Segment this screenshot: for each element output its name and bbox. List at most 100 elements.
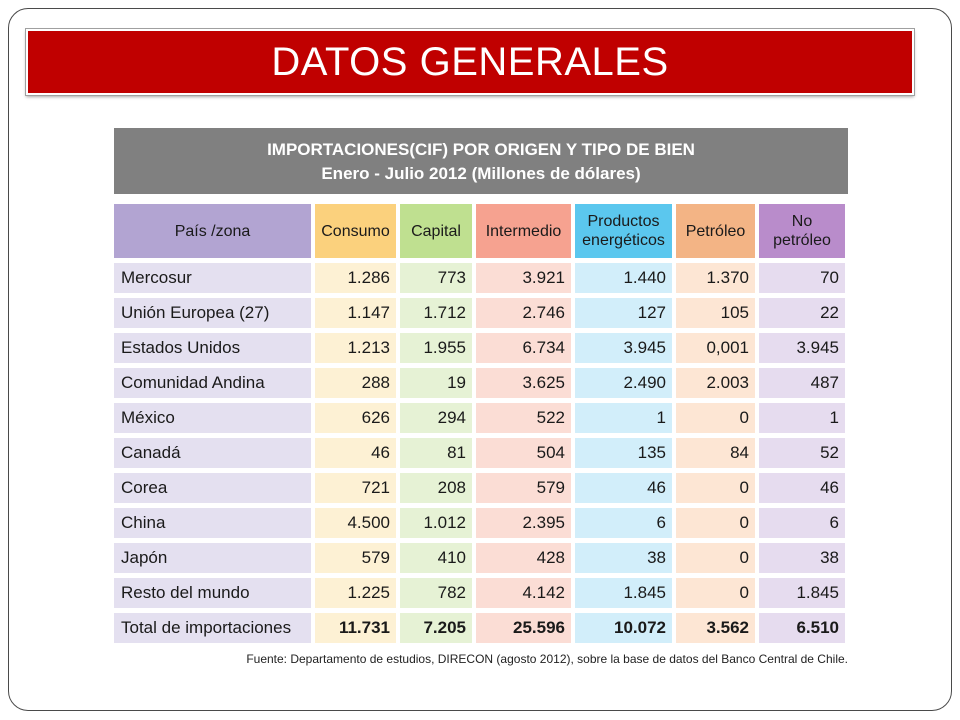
- table-cell: 81: [400, 438, 472, 468]
- table-cell: 0: [676, 508, 755, 538]
- table-cell: 135: [575, 438, 672, 468]
- table-cell: 1.712: [400, 298, 472, 328]
- table-title-line2: Enero - Julio 2012 (Millones de dólares): [321, 164, 641, 183]
- header-intermedio: Intermedio: [476, 204, 571, 258]
- table-body: Mercosur 1.286 773 3.921 1.440 1.370 70 Unión E…: [114, 263, 845, 643]
- header-label: Capital: [411, 222, 461, 240]
- table-row: Comunidad Andina 288 19 3.625 2.490 2.003 487: [114, 368, 845, 398]
- table-row: China 4.500 1.012 2.395 6 0 6: [114, 508, 845, 538]
- table-cell: 6.734: [476, 333, 571, 363]
- table-cell: 288: [315, 368, 396, 398]
- table-cell: 208: [400, 473, 472, 503]
- header-no-petroleo: No petróleo: [759, 204, 845, 258]
- table-cell: 7.205: [400, 613, 472, 643]
- table-cell: 46: [315, 438, 396, 468]
- table-cell: 3.945: [759, 333, 845, 363]
- row-label: Mercosur: [114, 263, 311, 293]
- table-cell: 3.562: [676, 613, 755, 643]
- table-cell: 19: [400, 368, 472, 398]
- row-label: Total de importaciones: [114, 613, 311, 643]
- table-header-row: País /zona Consumo Capital Intermedio Produc…: [114, 204, 845, 258]
- table-cell: 2.746: [476, 298, 571, 328]
- table-cell: 294: [400, 403, 472, 433]
- table-cell: 0: [676, 543, 755, 573]
- header-pais: País /zona: [114, 204, 311, 258]
- row-label: Resto del mundo: [114, 578, 311, 608]
- table-cell: 1.845: [759, 578, 845, 608]
- table-cell: 11.731: [315, 613, 396, 643]
- table-cell: 487: [759, 368, 845, 398]
- table-cell: 2.490: [575, 368, 672, 398]
- header-capital: Capital: [400, 204, 472, 258]
- table-title-line1: IMPORTACIONES(CIF) POR ORIGEN Y TIPO DE …: [267, 140, 695, 159]
- table-cell: 38: [575, 543, 672, 573]
- table-cell: 1.012: [400, 508, 472, 538]
- header-label: País /zona: [174, 222, 251, 240]
- table-row: Mercosur 1.286 773 3.921 1.440 1.370 70: [114, 263, 845, 293]
- table-row: México 626 294 522 1 0 1: [114, 403, 845, 433]
- table-row: Japón 579 410 428 38 0 38: [114, 543, 845, 573]
- table-cell: 1.225: [315, 578, 396, 608]
- table-cell: 3.625: [476, 368, 571, 398]
- table-cell: 105: [676, 298, 755, 328]
- table-cell: 1.213: [315, 333, 396, 363]
- table-cell: 773: [400, 263, 472, 293]
- title-banner: DATOS GENERALES: [26, 29, 914, 95]
- header-label: No: [791, 213, 813, 230]
- table-cell: 721: [315, 473, 396, 503]
- table-cell: 3.945: [575, 333, 672, 363]
- table-cell: 1.370: [676, 263, 755, 293]
- table-cell: 1.440: [575, 263, 672, 293]
- row-label: México: [114, 403, 311, 433]
- header-label: Productos: [587, 213, 660, 230]
- row-label: Comunidad Andina: [114, 368, 311, 398]
- header-label: petróleo: [773, 232, 831, 249]
- row-label: Corea: [114, 473, 311, 503]
- table-cell: 2.003: [676, 368, 755, 398]
- table-cell: 0,001: [676, 333, 755, 363]
- row-label: China: [114, 508, 311, 538]
- row-label: Unión Europea (27): [114, 298, 311, 328]
- table-cell: 46: [575, 473, 672, 503]
- table-cell: 1.845: [575, 578, 672, 608]
- table-row: Estados Unidos 1.213 1.955 6.734 3.945 0,001 3…: [114, 333, 845, 363]
- table-cell: 3.921: [476, 263, 571, 293]
- table-cell: 25.596: [476, 613, 571, 643]
- table-cell: 6.510: [759, 613, 845, 643]
- table-cell: 504: [476, 438, 571, 468]
- table-cell: 1: [759, 403, 845, 433]
- table-cell: 70: [759, 263, 845, 293]
- table-cell: 782: [400, 578, 472, 608]
- source-note: Fuente: Departamento de estudios, DIRECO…: [246, 652, 848, 666]
- header-label: energéticos: [582, 232, 665, 249]
- header-label: Consumo: [321, 222, 390, 240]
- slide-title: DATOS GENERALES: [271, 39, 669, 84]
- header-productos-energeticos: Productos energéticos: [575, 204, 672, 258]
- total-row: Total de importaciones 11.731 7.205 25.596 1…: [114, 613, 845, 643]
- table-cell: 0: [676, 473, 755, 503]
- header-petroleo: Petróleo: [676, 204, 755, 258]
- header-label: Intermedio: [485, 222, 562, 240]
- table-cell: 52: [759, 438, 845, 468]
- table-cell: 626: [315, 403, 396, 433]
- table-cell: 22: [759, 298, 845, 328]
- table-cell: 579: [315, 543, 396, 573]
- table-row: Unión Europea (27) 1.147 1.712 2.746 127 105 2…: [114, 298, 845, 328]
- table-title-bar: IMPORTACIONES(CIF) POR ORIGEN Y TIPO DE …: [114, 128, 848, 194]
- table-row: Canadá 46 81 504 135 84 52: [114, 438, 845, 468]
- table-cell: 4.500: [315, 508, 396, 538]
- imports-table: País /zona Consumo Capital Intermedio Produc…: [110, 199, 849, 648]
- row-label: Canadá: [114, 438, 311, 468]
- table-cell: 522: [476, 403, 571, 433]
- table-cell: 1.147: [315, 298, 396, 328]
- row-label: Estados Unidos: [114, 333, 311, 363]
- table-row: Resto del mundo 1.225 782 4.142 1.845 0 1.845: [114, 578, 845, 608]
- table-cell: 1: [575, 403, 672, 433]
- table-row: Corea 721 208 579 46 0 46: [114, 473, 845, 503]
- header-consumo: Consumo: [315, 204, 396, 258]
- table-cell: 1.286: [315, 263, 396, 293]
- table-cell: 428: [476, 543, 571, 573]
- header-label: Petróleo: [685, 222, 746, 240]
- table-cell: 4.142: [476, 578, 571, 608]
- table-cell: 0: [676, 578, 755, 608]
